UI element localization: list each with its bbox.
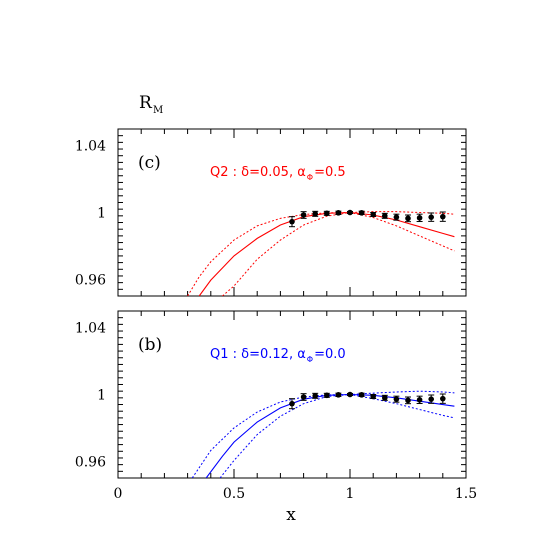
data-point — [300, 212, 307, 218]
panel-annotation: Q1 : δ=0.12, α — [210, 347, 306, 362]
central-curve — [205, 393, 455, 478]
data-point — [440, 395, 446, 402]
data-point — [428, 214, 435, 220]
y-axis-title-main: R — [139, 93, 153, 113]
data-point — [335, 210, 342, 216]
data-point — [358, 210, 365, 216]
upper-band-curve — [191, 390, 455, 478]
y-tick-label: 0.96 — [75, 272, 106, 288]
panel-annotation-tail: =0.5 — [314, 165, 346, 180]
data-point — [405, 215, 411, 222]
data-point — [416, 397, 423, 403]
x-tick-label: 1.5 — [455, 486, 477, 502]
data-point — [428, 396, 435, 402]
lower-band-curve — [222, 211, 455, 296]
data-point — [382, 395, 388, 401]
y-tick-label: 1.04 — [75, 139, 106, 155]
panel-label: (c) — [138, 153, 161, 173]
central-curve — [198, 211, 455, 296]
data-point — [393, 396, 400, 402]
panel-annotation-sub: Φ — [307, 355, 313, 364]
data-point — [382, 213, 388, 219]
y-axis-title: R M — [139, 93, 163, 116]
x-tick-label: 0 — [114, 486, 123, 502]
y-tick-label: 1.04 — [75, 321, 106, 337]
data-point — [440, 213, 446, 220]
data-point — [312, 211, 319, 217]
data-point — [358, 392, 365, 398]
panel-annotation: Q2 : δ=0.05, α — [210, 165, 306, 180]
y-axis-title-sub: M — [153, 105, 163, 116]
y-tick-label: 1 — [97, 206, 106, 222]
data-point — [324, 392, 330, 399]
data-point — [289, 218, 295, 225]
data-point — [370, 393, 377, 400]
data-point — [335, 392, 342, 398]
panel-c: 0.96 1 1.04 (c) Q2 : δ=0.05, α Φ =0.5 — [75, 128, 467, 297]
data-point — [312, 393, 319, 399]
y-tick-label: 0.96 — [75, 454, 106, 470]
data-point — [347, 391, 353, 398]
upper-band-curve — [187, 211, 455, 296]
panel-b: 0.96 1 1.04 (b) Q1 : δ=0.12, α Φ =0.0 — [75, 310, 467, 479]
x-tick-label: 0.5 — [223, 486, 245, 502]
panel-annotation-sub: Φ — [307, 173, 313, 182]
x-tick-label: 1 — [346, 486, 355, 502]
data-point — [393, 214, 400, 220]
panel-label: (b) — [138, 335, 162, 355]
panel-annotation-tail: =0.0 — [314, 347, 346, 362]
data-point — [300, 394, 307, 400]
plot-frame — [117, 310, 467, 479]
data-point — [347, 209, 353, 216]
data-point — [416, 215, 423, 221]
data-point — [289, 400, 295, 407]
x-axis-title: x — [286, 505, 296, 525]
lower-band-curve — [219, 393, 455, 478]
y-tick-label: 1 — [97, 388, 106, 404]
plot-frame — [117, 128, 467, 297]
data-point — [405, 397, 411, 404]
data-point — [324, 210, 330, 217]
x-tick-labels: 0 0.5 1 1.5 — [114, 486, 478, 502]
data-point — [370, 211, 377, 218]
